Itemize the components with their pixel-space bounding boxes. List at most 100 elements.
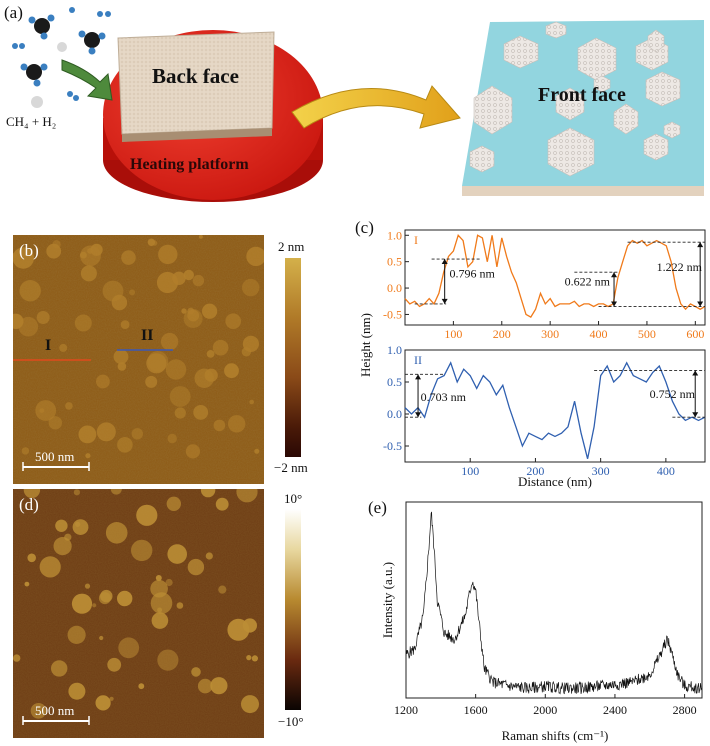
arrow-head [415,412,422,418]
graphene-flake [145,375,158,388]
x-tick-label: 100 [444,327,462,341]
graphene-flake [68,682,86,700]
graphene-flake [80,245,101,267]
graphene-flake [109,696,114,701]
afm-phase-texture [13,489,264,738]
profile-line [404,361,706,459]
graphene-flake [19,280,41,302]
graphene-flake [146,353,167,374]
graphene-flake [80,265,97,282]
afm-height-image: (b) I II 500 nm [13,235,264,484]
graphene-flake [227,618,250,641]
graphene-flake [24,581,30,587]
graphene-flake [48,416,62,430]
graphene-flake [202,303,218,319]
x-tick-label: 300 [541,327,559,341]
arrow-head [611,272,618,278]
graphene-flake [131,539,153,562]
graphene-flake [198,235,203,239]
graphene-flake [121,250,136,265]
y-tick-label: -0.5 [383,307,402,321]
graphene-flake [242,335,259,352]
graphene-flake [174,407,186,419]
back-face-label: Back face [152,64,239,88]
afm-phase-image: (d) 500 nm [13,489,264,738]
graphene-flake [117,362,127,371]
graphene-flake [156,271,179,294]
profile-II-label: II [414,353,422,367]
graphene-flake [147,238,156,246]
graphene-flake [213,419,226,432]
graphene-flake [46,243,62,259]
graphene-flake [85,453,91,459]
graphene-flake [246,655,252,661]
graphene-flake [254,448,260,454]
scale-bar-d: 500 nm [35,703,75,718]
colorbar-height [285,258,301,457]
x-tick-label: 1600 [464,703,488,717]
graphene-flake [113,349,129,365]
raman-spectrum-chart: 1200 1600 2000 2400 2800 Raman shifts (cm⁻¹) I… [380,501,703,743]
graphene-flake [39,556,61,578]
graphene-flake [96,374,110,389]
graphene-flake [98,592,111,605]
x-tick-label: 400 [657,464,675,478]
graphene-flake [30,703,47,719]
graphene-flake [13,313,24,329]
x-axis-label: Raman shifts (cm⁻¹) [502,728,609,743]
graphene-flake [74,314,92,332]
panel-c-label: (c) [355,218,374,237]
graphene-flake [165,578,173,587]
y-tick-label: 0.0 [387,281,402,295]
graphene-flake [191,667,201,677]
graphene-flake [249,399,254,405]
graphene-flake [236,489,258,503]
graphene-flake [13,247,34,269]
graphene-flake [78,425,97,444]
graphene-flake [212,339,229,356]
graphene-flake [242,278,260,297]
transfer-arrow [291,85,461,129]
graphene-flake [185,444,200,459]
x-tick-label: 600 [686,327,704,341]
arrow-head [441,298,448,304]
graphene-flake [84,583,91,589]
profile-I-label: I [414,233,418,247]
panel-b-label: (b) [19,241,39,260]
graphene-flake [193,405,209,420]
panel-e-label: (e) [368,498,387,517]
graphene-flake [150,592,173,614]
back-face-substrate [117,31,275,142]
graphene-flake [138,683,145,690]
colorbar-phase [285,509,301,710]
gas-flow-arrow [61,59,113,101]
graphene-flake [241,695,259,714]
graphene-flake [67,625,86,644]
graphene-flake [187,558,205,576]
arrow-head [611,301,618,307]
graphene-flake [165,359,187,380]
graphene-flake [157,607,163,613]
graphene-flake [192,274,205,287]
graphene-flake [96,422,116,442]
graphene-flake [107,657,122,672]
graphene-flake [120,320,130,329]
graphene-flake [167,433,177,444]
graphene-flake [167,544,187,564]
arrow-head [697,242,704,248]
graphene-flake [64,533,72,541]
y-tick-label: -0.5 [383,439,402,453]
y-tick-label: 1.0 [387,343,402,357]
gas-label: CH₄ + H₂ [6,114,57,129]
y-tick-label: 0.0 [387,407,402,421]
graphene-flake [169,386,191,407]
annotation-I-2: 0.622 nm [565,274,611,288]
graphene-flake [129,289,136,296]
front-face-substrate [462,20,704,196]
line-I-label: I [45,337,52,354]
arrow-head [692,412,699,418]
graphene-flake [72,519,89,535]
graphene-flake [87,248,93,254]
graphene-flake [95,695,111,711]
graphene-flake [55,519,68,532]
